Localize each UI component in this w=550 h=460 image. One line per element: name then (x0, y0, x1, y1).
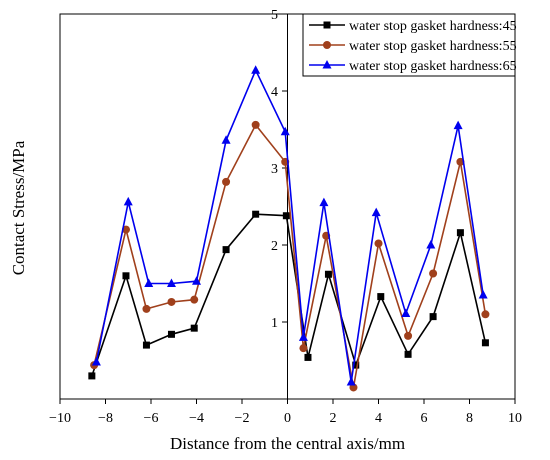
data-point (456, 229, 464, 237)
y-tick-label: 4 (271, 85, 278, 100)
legend-item: water stop gasket hardness:55 (309, 39, 517, 54)
data-point (192, 276, 201, 285)
data-point (298, 332, 308, 341)
data-point (429, 313, 437, 321)
legend-label: water stop gasket hardness:55 (349, 39, 517, 54)
x-tick-label: −4 (189, 411, 204, 426)
series-2 (90, 120, 490, 392)
data-point (282, 212, 290, 220)
data-point (166, 278, 176, 287)
legend-swatch-marker (322, 60, 332, 69)
data-point (374, 239, 383, 248)
x-tick-label: 6 (421, 411, 428, 426)
x-tick-label: 10 (508, 411, 522, 426)
legend-item: water stop gasket hardness:65 (309, 59, 517, 74)
data-point (252, 210, 260, 218)
x-tick-label: 0 (284, 411, 291, 426)
data-point (88, 372, 96, 380)
data-point (371, 207, 381, 217)
data-point (251, 120, 260, 129)
data-point (352, 361, 360, 369)
data-point (222, 246, 230, 254)
legend-label: water stop gasket hardness:45 (349, 19, 517, 34)
series-line (93, 123, 487, 388)
data-point (222, 177, 231, 186)
data-point (142, 304, 151, 313)
series-line (95, 68, 484, 383)
x-tick-label: −10 (49, 411, 71, 426)
legend-label: water stop gasket hardness:65 (349, 59, 517, 74)
data-point (190, 324, 198, 332)
x-tick-label: 8 (466, 411, 473, 426)
data-point (324, 270, 332, 278)
data-point (167, 297, 176, 306)
data-point (190, 295, 199, 304)
data-point (426, 240, 436, 249)
data-point (346, 377, 356, 386)
data-point (453, 120, 463, 130)
y-tick-label: 1 (271, 316, 278, 331)
data-point (319, 197, 329, 207)
y-axis-ticks: 1 2 3 4 5 (271, 8, 288, 331)
x-tick-label: 2 (330, 411, 337, 426)
y-tick-label: 2 (271, 239, 278, 254)
data-point (377, 293, 385, 301)
data-point (144, 278, 154, 287)
legend: water stop gasket hardness:45 water stop … (302, 13, 517, 77)
data-point (404, 331, 413, 340)
series-line (91, 213, 487, 377)
data-point (221, 135, 231, 144)
series-1 (88, 210, 489, 380)
x-tick-label: −2 (235, 411, 250, 426)
x-axis-title: Distance from the central axis/mm (170, 434, 405, 453)
y-tick-label: 3 (271, 162, 278, 177)
legend-item: water stop gasket hardness:45 (309, 19, 517, 34)
data-point (304, 353, 312, 361)
data-point (142, 341, 150, 349)
x-tick-label: −6 (144, 411, 159, 426)
y-axis-title: Contact Stress/MPa (9, 140, 28, 275)
legend-swatch-marker (323, 41, 331, 49)
y-tick-label: 5 (271, 8, 278, 23)
data-point (429, 269, 438, 278)
data-point (251, 65, 261, 74)
data-point (481, 339, 489, 347)
data-point (122, 272, 130, 280)
x-tick-label: −8 (98, 411, 113, 426)
data-point (299, 344, 308, 353)
x-tick-label: 4 (375, 411, 382, 426)
data-point (404, 350, 412, 358)
data-point (91, 357, 101, 366)
series-3 (91, 65, 488, 386)
data-point (481, 310, 490, 319)
legend-swatch-marker (323, 21, 331, 29)
data-point (401, 308, 411, 318)
data-point (478, 290, 488, 299)
data-point (123, 196, 133, 206)
x-axis-ticks: −10 −8 −6 −4 −2 0 2 4 6 8 10 (49, 399, 522, 426)
data-point (280, 126, 290, 136)
series-layer (88, 65, 490, 392)
data-point (167, 330, 175, 338)
